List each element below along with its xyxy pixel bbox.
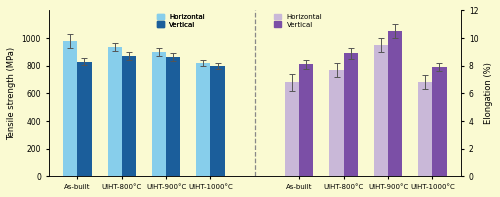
Bar xyxy=(78,62,92,177)
Y-axis label: Tensile strength (MPa): Tensile strength (MPa) xyxy=(7,47,16,140)
Bar xyxy=(300,64,314,177)
Bar xyxy=(166,57,180,177)
Y-axis label: Elongation (%): Elongation (%) xyxy=(484,62,493,124)
Bar xyxy=(63,41,78,177)
Bar xyxy=(388,31,402,177)
Legend: Horizontal, Vertical: Horizontal, Vertical xyxy=(273,12,324,29)
Bar xyxy=(196,63,210,177)
Bar xyxy=(285,82,300,177)
Legend: Horizontal, Vertical: Horizontal, Vertical xyxy=(155,12,206,29)
Bar xyxy=(108,47,122,177)
Bar xyxy=(330,70,344,177)
Bar xyxy=(210,66,224,177)
Bar xyxy=(344,53,358,177)
Bar xyxy=(432,67,446,177)
Bar xyxy=(152,52,166,177)
Bar xyxy=(418,82,432,177)
Bar xyxy=(122,56,136,177)
Bar xyxy=(374,45,388,177)
